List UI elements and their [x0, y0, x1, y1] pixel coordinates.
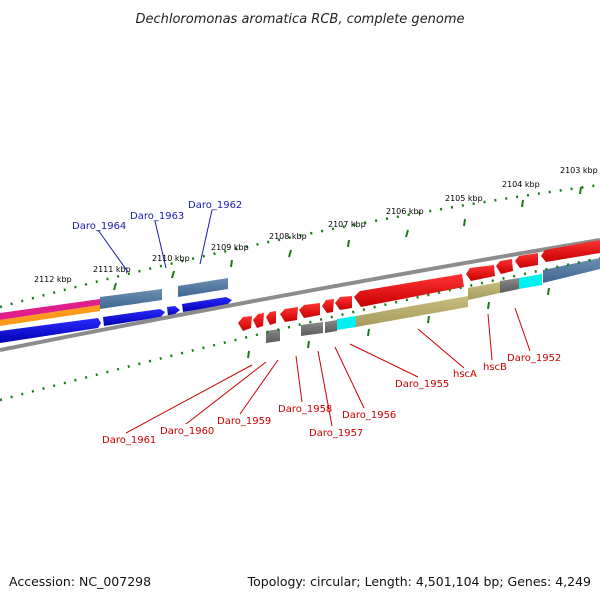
tick-label: 2104 kbp	[502, 180, 540, 189]
tick-label: 2103 kbp	[560, 166, 598, 175]
tick-label: 2105 kbp	[445, 194, 483, 203]
tick-label: 2111 kbp	[93, 265, 131, 274]
tick-label: 2110 kbp	[152, 254, 190, 263]
tick-label: 2109 kbp	[211, 243, 249, 252]
tick-label: 2112 kbp	[34, 275, 72, 284]
gene-label-daro-1957: Daro_1957	[309, 428, 363, 439]
gene-label-daro-1952: Daro_1952	[507, 353, 561, 364]
gene-label-daro-1958: Daro_1958	[278, 404, 332, 415]
upper-gene-labels: Daro_1964 Daro_1963 Daro_1962	[72, 200, 242, 273]
upper-scale-line	[0, 183, 600, 309]
map-title: Dechloromonas aromatica RCB, complete ge…	[135, 12, 464, 27]
gene-label-daro-1963: Daro_1963	[130, 211, 184, 222]
accession-text: Accession: NC_007298	[9, 574, 151, 589]
gene-label-daro-1959: Daro_1959	[217, 416, 271, 427]
gene-label-daro-1960: Daro_1960	[160, 426, 214, 437]
topology-text: Topology: circular; Length: 4,501,104 bp…	[247, 574, 591, 589]
gene-label-hscA: hscA	[453, 369, 477, 380]
upper-feature-bands	[0, 278, 228, 326]
upper-gene-arrows	[0, 297, 232, 343]
tick-label: 2107 kbp	[328, 220, 366, 229]
lower-gene-labels: Daro_1961 Daro_1960 Daro_1959 Daro_1958 …	[102, 307, 561, 446]
gene-label-daro-1956: Daro_1956	[342, 410, 396, 421]
genome-backbone	[0, 238, 600, 352]
lower-gene-arrows	[238, 240, 600, 331]
gene-label-hscB: hscB	[483, 362, 507, 373]
gene-label-daro-1964: Daro_1964	[72, 221, 126, 232]
tick-label: 2106 kbp	[386, 207, 424, 216]
gene-label-daro-1955: Daro_1955	[395, 379, 449, 390]
lower-feature-bands	[266, 258, 600, 343]
tick-label: 2108 kbp	[269, 232, 307, 241]
gene-label-daro-1962: Daro_1962	[188, 200, 242, 211]
gene-label-daro-1961: Daro_1961	[102, 435, 156, 446]
tick-labels: 2112 kbp 2111 kbp 2110 kbp 2109 kbp 2108…	[34, 166, 598, 284]
lower-scale-line	[0, 256, 600, 402]
